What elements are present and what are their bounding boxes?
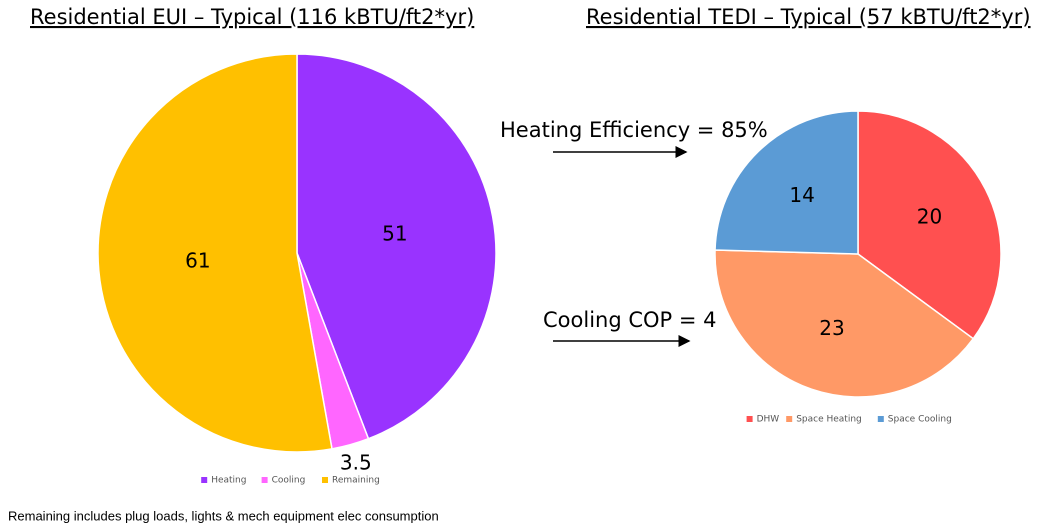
pie-slice [714,110,859,255]
pie-slice [97,53,333,453]
footnote: Remaining includes plug loads, lights & … [8,508,439,523]
chart-title: Residential TEDI – Typical (57 kBTU/ft2*… [586,5,1031,29]
legend-label: DHW [757,415,780,425]
pie-slice [857,110,1002,340]
annotation: Heating Efficiency = 85% [500,118,768,142]
data-label: 14 [789,183,814,207]
legend-swatch [322,477,328,483]
pie-slice [714,249,975,398]
legend-swatch [877,416,884,422]
data-label: 61 [185,248,210,272]
pie-slice [296,53,497,440]
legend-swatch [261,477,268,483]
legend-swatch [746,416,753,422]
legend-label: Cooling [272,476,306,486]
legend-label: Remaining [332,476,380,486]
legend-label: Space Heating [796,415,862,425]
legend-label: Space Cooling [888,415,952,425]
data-label: 23 [819,316,844,340]
chart-title: Residential EUI – Typical (116 kBTU/ft2*… [30,5,474,29]
legend-swatch [201,477,208,483]
legend-swatch [786,416,793,422]
data-label: 3.5 [340,450,372,474]
annotation: Cooling COP = 4 [543,308,717,332]
data-label: 51 [382,221,407,245]
data-label: 20 [917,204,942,228]
plots: 51 3.5 61 Heating Cooling Remaining 20 23 14 DHW S… [97,53,1002,486]
legend-label: Heating [211,476,246,486]
